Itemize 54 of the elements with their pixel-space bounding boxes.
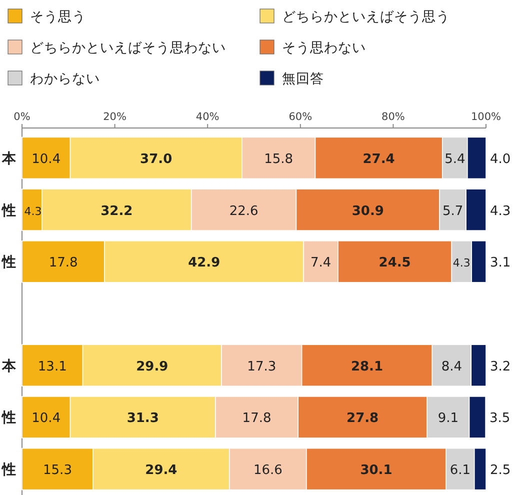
- data-label: 4.3: [452, 256, 470, 270]
- x-tick-label: 60%: [288, 111, 312, 123]
- data-label: 3.2: [490, 359, 511, 374]
- legend-label: わからない: [30, 71, 100, 87]
- data-label: 32.2: [100, 204, 133, 219]
- data-label: 22.6: [229, 204, 258, 219]
- data-label: 8.4: [441, 359, 462, 374]
- x-tick-label: 80%: [382, 111, 405, 123]
- data-label: 24.5: [378, 256, 411, 271]
- data-label: 15.3: [43, 463, 72, 478]
- y-tick-label: 本: [1, 358, 17, 374]
- data-label: 16.6: [253, 463, 282, 478]
- data-label: 29.9: [136, 359, 168, 374]
- y-tick-label: 本: [1, 150, 17, 167]
- data-label: 10.4: [32, 411, 61, 426]
- legend-label: 無回答: [282, 71, 324, 87]
- data-label: 31.3: [126, 411, 159, 426]
- data-label: 3.5: [490, 411, 510, 426]
- data-label: 27.8: [346, 411, 379, 426]
- data-label: 17.8: [242, 411, 272, 426]
- legend-label: どちらかといえばそう思う: [282, 9, 450, 25]
- legend-label: そう思う: [30, 9, 86, 25]
- data-label: 4.3: [490, 204, 511, 219]
- data-label: 5.4: [444, 152, 466, 167]
- data-label: 42.9: [188, 256, 220, 271]
- data-label: 7.4: [310, 256, 332, 271]
- data-label: 17.3: [247, 359, 276, 374]
- x-tick-label: 40%: [196, 111, 220, 123]
- x-tick-label: 100%: [470, 111, 502, 123]
- data-label: 9.1: [438, 411, 459, 426]
- data-label: 37.0: [140, 152, 172, 167]
- y-tick-label: 性: [1, 462, 16, 478]
- y-tick-label: 性: [1, 202, 16, 219]
- y-tick-label: 性: [1, 410, 16, 426]
- data-label: 6.1: [450, 463, 471, 478]
- data-label: 5.7: [442, 204, 464, 219]
- x-tick-label: 20%: [103, 111, 126, 123]
- data-label: 17.8: [48, 256, 78, 271]
- y-tick-label: 性: [1, 254, 16, 271]
- legend-label: どちらかといえばそう思わない: [30, 40, 226, 56]
- data-label: 4.0: [490, 152, 511, 167]
- data-label: 29.4: [145, 463, 178, 478]
- data-label: 4.3: [24, 204, 42, 218]
- data-label: 28.1: [350, 359, 384, 374]
- data-label: 2.5: [490, 463, 511, 478]
- x-tick-label: 0%: [14, 111, 30, 123]
- data-label: 15.8: [264, 152, 294, 167]
- data-label: 30.9: [352, 204, 384, 219]
- data-label: 27.4: [362, 152, 395, 167]
- data-label: 13.1: [38, 359, 67, 374]
- data-label: 10.4: [32, 152, 61, 167]
- data-label: 3.1: [490, 256, 511, 271]
- data-label: 30.1: [360, 463, 392, 478]
- legend-label: そう思わない: [282, 40, 366, 56]
